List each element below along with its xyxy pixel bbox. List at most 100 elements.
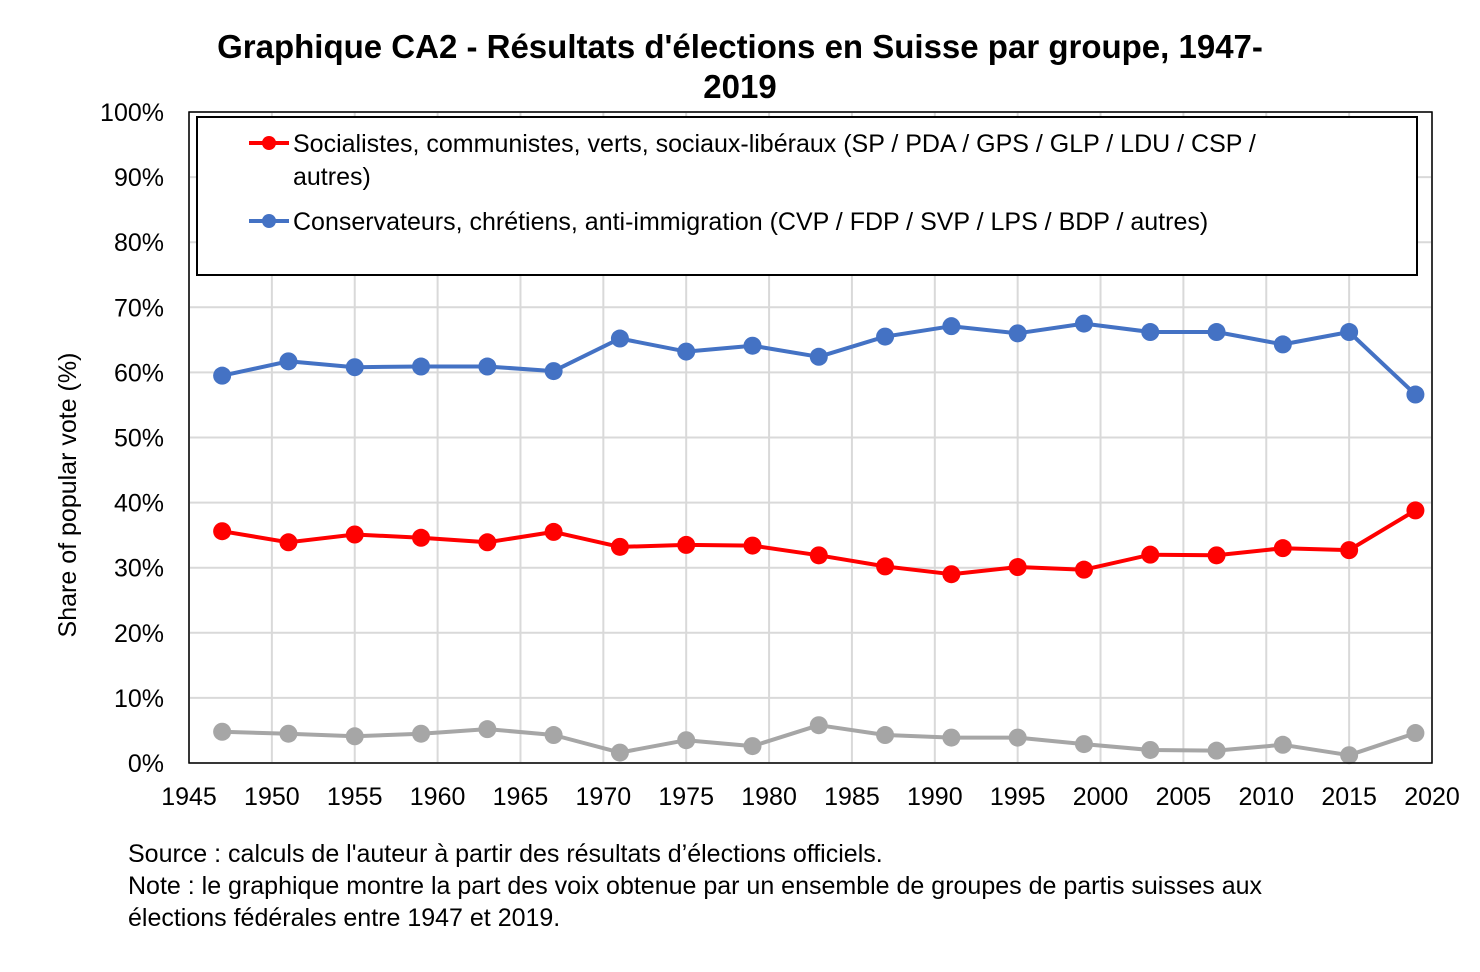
data-point-socialistes bbox=[610, 537, 629, 556]
x-tick-label: 2000 bbox=[1073, 783, 1129, 811]
x-tick-label: 2015 bbox=[1321, 783, 1377, 811]
x-tick-label: 1955 bbox=[327, 783, 383, 811]
data-point-socialistes bbox=[345, 525, 364, 544]
legend-label-socialistes-line1: Socialistes, communistes, verts, sociaux… bbox=[293, 130, 1256, 158]
y-tick-label: 90% bbox=[114, 164, 164, 192]
x-tick-label: 1950 bbox=[244, 783, 300, 811]
x-tick-label: 1965 bbox=[493, 783, 549, 811]
chart-title-line2: 2019 bbox=[703, 68, 776, 105]
data-point-conservateurs bbox=[478, 357, 497, 376]
data-point-conservateurs bbox=[743, 336, 762, 355]
data-point-conservateurs bbox=[544, 362, 563, 381]
data-point-autres bbox=[345, 727, 364, 746]
plot-area-border bbox=[188, 111, 1433, 764]
data-point-autres bbox=[809, 716, 828, 735]
data-point-conservateurs bbox=[1273, 335, 1292, 354]
data-point-socialistes bbox=[1074, 560, 1093, 579]
y-tick-label: 50% bbox=[114, 425, 164, 453]
x-tick-label: 1945 bbox=[161, 783, 217, 811]
legend-box bbox=[196, 116, 1418, 276]
data-point-conservateurs bbox=[876, 327, 895, 346]
data-point-autres bbox=[1008, 728, 1027, 747]
data-point-autres bbox=[478, 720, 497, 739]
footnote-note-line2: élections fédérales entre 1947 et 2019. bbox=[128, 904, 561, 932]
data-point-socialistes bbox=[942, 565, 961, 584]
chart-title-line1: Graphique CA2 - Résultats d'élections en… bbox=[217, 28, 1263, 65]
y-tick-label: 10% bbox=[114, 685, 164, 713]
y-tick-label: 70% bbox=[114, 294, 164, 322]
data-point-socialistes bbox=[412, 528, 431, 547]
data-point-socialistes bbox=[1340, 541, 1359, 560]
x-tick-label: 1975 bbox=[658, 783, 714, 811]
legend-label-socialistes-line2: autres) bbox=[293, 163, 371, 191]
x-tick-label: 2020 bbox=[1404, 783, 1460, 811]
data-point-autres bbox=[544, 726, 563, 745]
data-point-socialistes bbox=[1207, 546, 1226, 565]
data-point-socialistes bbox=[544, 522, 563, 541]
y-tick-label: 80% bbox=[114, 229, 164, 257]
data-point-autres bbox=[942, 728, 961, 747]
data-point-autres bbox=[743, 737, 762, 756]
data-point-conservateurs bbox=[213, 366, 232, 385]
data-point-socialistes bbox=[876, 557, 895, 576]
legend: Socialistes, communistes, verts, sociaux… bbox=[196, 116, 1418, 276]
data-point-conservateurs bbox=[942, 317, 961, 336]
data-point-conservateurs bbox=[1008, 324, 1027, 343]
y-axis-ticks: 0% 10% 20% 30% 40% 50% 60% 70% 80% 90% 100% bbox=[100, 99, 164, 778]
x-tick-label: 1995 bbox=[990, 783, 1046, 811]
series-group bbox=[213, 314, 1425, 765]
y-axis-title: Share of popular vote (%) bbox=[54, 353, 82, 638]
data-point-socialistes bbox=[213, 522, 232, 541]
x-tick-label: 1960 bbox=[410, 783, 466, 811]
data-point-socialistes bbox=[1406, 501, 1425, 520]
x-tick-label: 2010 bbox=[1238, 783, 1294, 811]
data-point-autres bbox=[1273, 735, 1292, 754]
data-point-conservateurs bbox=[279, 352, 298, 371]
footnote: Source : calculs de l'auteur à partir de… bbox=[128, 838, 1458, 934]
data-point-autres bbox=[1074, 735, 1093, 754]
data-point-autres bbox=[1207, 741, 1226, 760]
data-point-socialistes bbox=[279, 533, 298, 552]
x-tick-label: 1980 bbox=[741, 783, 797, 811]
data-point-autres bbox=[1340, 746, 1359, 765]
data-point-socialistes bbox=[1273, 539, 1292, 558]
x-tick-label: 1985 bbox=[824, 783, 880, 811]
data-point-autres bbox=[610, 743, 629, 762]
data-point-conservateurs bbox=[677, 342, 696, 361]
data-point-conservateurs bbox=[1340, 323, 1359, 342]
data-point-conservateurs bbox=[809, 347, 828, 366]
data-point-socialistes bbox=[1141, 545, 1160, 564]
x-tick-label: 1990 bbox=[907, 783, 963, 811]
data-point-conservateurs bbox=[1406, 385, 1425, 404]
y-tick-label: 60% bbox=[114, 359, 164, 387]
data-point-autres bbox=[1406, 724, 1425, 743]
data-point-conservateurs bbox=[1074, 314, 1093, 333]
y-tick-label: 30% bbox=[114, 555, 164, 583]
x-tick-label: 2005 bbox=[1156, 783, 1212, 811]
data-point-conservateurs bbox=[1207, 323, 1226, 342]
data-point-conservateurs bbox=[1141, 323, 1160, 342]
legend-label-conservateurs: Conservateurs, chrétiens, anti-immigrati… bbox=[293, 208, 1208, 236]
series-line-socialistes bbox=[221, 508, 1417, 577]
data-point-socialistes bbox=[743, 536, 762, 555]
data-point-autres bbox=[876, 726, 895, 745]
data-point-autres bbox=[1141, 740, 1160, 759]
y-tick-label: 20% bbox=[114, 620, 164, 648]
legend-marker-socialistes bbox=[262, 136, 276, 150]
y-tick-label: 0% bbox=[128, 750, 164, 778]
data-point-autres bbox=[677, 731, 696, 750]
data-point-conservateurs bbox=[610, 329, 629, 348]
footnote-source: Source : calculs de l'auteur à partir de… bbox=[128, 840, 883, 868]
data-point-socialistes bbox=[677, 535, 696, 554]
data-point-socialistes bbox=[1008, 558, 1027, 577]
data-point-socialistes bbox=[809, 546, 828, 565]
legend-marker-conservateurs bbox=[262, 214, 276, 228]
data-point-conservateurs bbox=[412, 357, 431, 376]
data-point-autres bbox=[412, 724, 431, 743]
data-point-conservateurs bbox=[345, 358, 364, 377]
data-point-autres bbox=[279, 724, 298, 743]
y-tick-label: 100% bbox=[100, 99, 164, 127]
y-tick-label: 40% bbox=[114, 490, 164, 518]
data-point-socialistes bbox=[478, 533, 497, 552]
